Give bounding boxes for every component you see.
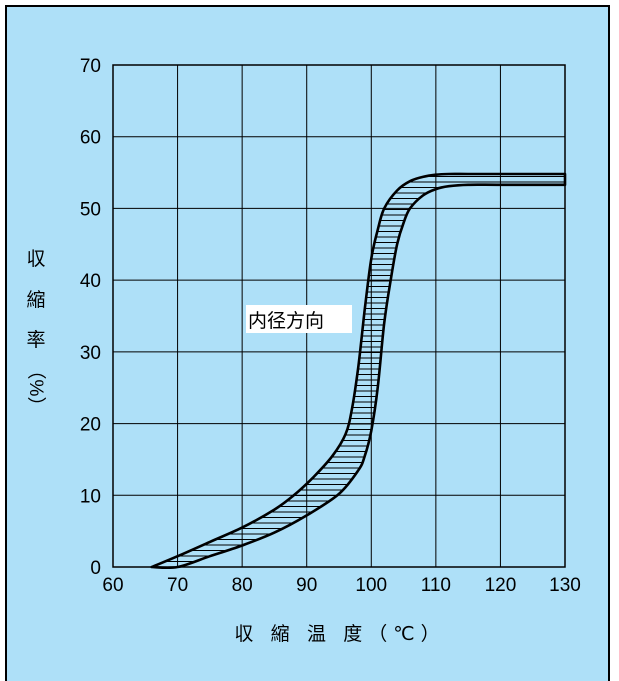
x-tick-label: 70	[167, 575, 188, 596]
y-tick-labels: 0 10 20 30 40 50 60 70	[80, 56, 101, 579]
x-tick-label: 90	[296, 575, 317, 596]
x-tick-label: 130	[549, 575, 581, 596]
annotation-bg	[246, 305, 352, 333]
x-tick-label: 100	[355, 575, 387, 596]
x-tick-label: 60	[102, 575, 123, 596]
x-tick-label: 110	[421, 575, 451, 596]
x-tick-label: 80	[232, 575, 253, 596]
y-tick-label: 60	[80, 128, 101, 149]
band-outline	[150, 172, 567, 570]
y-tick-label: 50	[80, 199, 101, 220]
y-axis-label-1: 収	[26, 248, 45, 270]
y-tick-label: 30	[80, 343, 101, 364]
y-tick-label: 70	[80, 56, 101, 77]
y-tick-label: 20	[80, 415, 101, 436]
annotation-label: 内径方向	[248, 310, 324, 332]
plot-border	[112, 64, 566, 568]
chart-frame	[5, 5, 610, 681]
x-tick-labels: 60 70 80 90 100 110 120 130	[102, 575, 580, 596]
y-tick-label: 40	[80, 271, 101, 292]
y-axis-label-2: 縮	[26, 289, 45, 311]
y-axis-label-3: 率	[26, 329, 45, 351]
x-tick-label: 120	[485, 575, 517, 596]
x-axis-label: 収 縮 温 度（℃）	[234, 623, 445, 645]
y-tick-label: 10	[80, 486, 101, 507]
y-tick-label: 0	[90, 558, 101, 579]
y-axis-label-4: （%）	[25, 361, 47, 416]
